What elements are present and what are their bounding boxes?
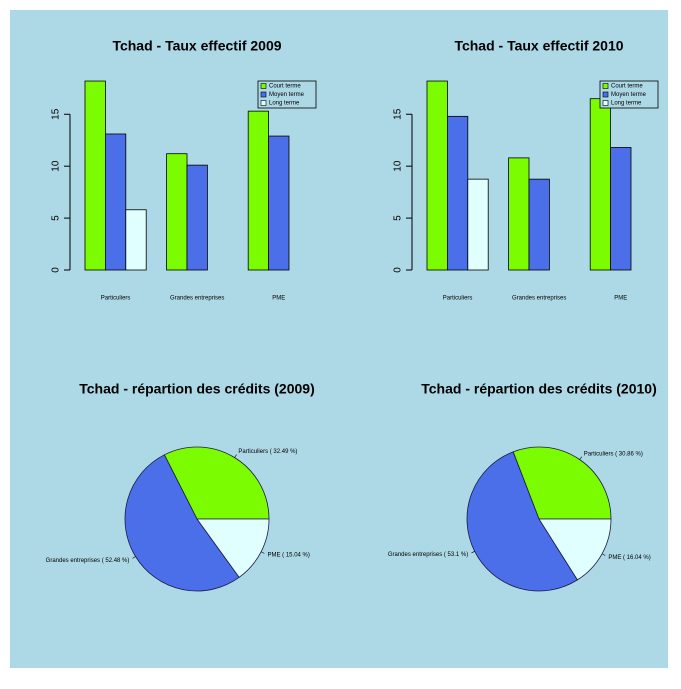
legend-swatch [260, 91, 267, 98]
label-leader [471, 551, 475, 554]
y-tick-label: 5 [393, 215, 404, 221]
label-leader [132, 556, 136, 559]
bar [84, 80, 106, 271]
legend-label: Moyen terme [269, 92, 305, 98]
pie-slice [163, 446, 270, 520]
legend-label: Long terme [269, 101, 300, 107]
slice-label: Grandes entreprises ( 53.1 %) [388, 552, 468, 558]
y-tick-label: 15 [51, 108, 62, 120]
slice-label: Particuliers ( 32.49 %) [238, 449, 297, 455]
x-tick-label: Particuliers [101, 296, 131, 302]
bar [105, 133, 127, 271]
legend-swatch [260, 100, 267, 106]
slice-label: PME ( 16.04 %) [608, 555, 650, 561]
legend-label: Moyen terme [611, 92, 647, 98]
label-leader [601, 553, 606, 556]
legend-box [599, 80, 659, 109]
y-tick-label: 0 [51, 267, 62, 273]
x-tick-label: Particuliers [443, 296, 473, 302]
legend-label: Long terme [611, 101, 642, 107]
label-leader [260, 551, 265, 554]
slice-label: PME ( 15.04 %) [268, 553, 310, 559]
legend-box [257, 80, 317, 109]
legend-swatch [602, 100, 609, 106]
bar [446, 115, 469, 271]
bar [426, 80, 448, 271]
chart-title: Tchad - répartion des crédits (2010) [421, 381, 656, 397]
bar [268, 135, 290, 271]
legend-swatch [260, 83, 267, 89]
bar [610, 147, 632, 271]
x-tick-label: PME [272, 296, 285, 302]
y-tick-label: 15 [393, 108, 404, 120]
y-tick-label: 10 [393, 160, 404, 172]
chart-title: Tchad - répartion des crédits (2009) [79, 381, 314, 397]
y-tick-label: 0 [393, 267, 404, 273]
pie-slice [196, 518, 270, 578]
label-leader [579, 456, 583, 460]
bar [247, 110, 269, 271]
x-tick-label: PME [614, 296, 627, 302]
y-tick-label: 5 [51, 215, 62, 221]
bar [589, 98, 612, 271]
y-tick-label: 10 [51, 160, 62, 172]
legend-label: Court terme [611, 84, 643, 90]
slice-label: Grandes entreprises ( 52.48 %) [46, 558, 130, 564]
chart-title: Tchad - Taux effectif 2010 [454, 38, 623, 54]
bar [166, 153, 188, 271]
bar [467, 178, 489, 271]
pie-slice [512, 446, 612, 520]
x-tick-label: Grandes entreprises [512, 296, 566, 302]
legend-swatch [602, 83, 609, 89]
x-tick-label: Grandes entreprises [170, 296, 224, 302]
bar [186, 164, 208, 271]
chart-title: Tchad - Taux effectif 2009 [112, 38, 281, 54]
bar [508, 157, 530, 271]
pie-slice [538, 518, 612, 581]
bar [125, 209, 147, 271]
pie-slice [124, 454, 240, 592]
label-leader [234, 454, 237, 458]
slice-label: Particuliers ( 30.86 %) [584, 451, 643, 457]
bar [528, 178, 550, 271]
legend-label: Court terme [269, 84, 301, 90]
legend-swatch [602, 91, 609, 98]
